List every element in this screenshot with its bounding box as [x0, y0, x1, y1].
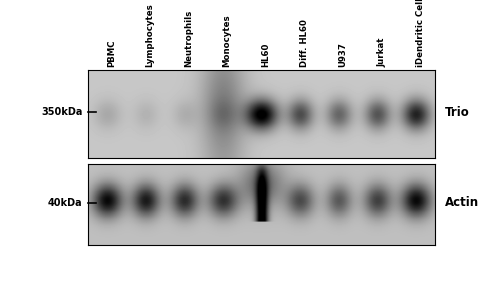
Text: Jurkat: Jurkat: [377, 38, 386, 67]
Text: U937: U937: [338, 42, 347, 67]
Text: Actin: Actin: [445, 197, 479, 209]
Text: Diff. HL60: Diff. HL60: [300, 19, 309, 67]
Text: iDendritic Cells: iDendritic Cells: [416, 0, 424, 67]
Text: HL60: HL60: [261, 43, 270, 67]
Text: 350kDa: 350kDa: [41, 107, 82, 117]
Text: PBMC: PBMC: [107, 40, 116, 67]
Text: Trio: Trio: [445, 106, 470, 119]
Text: 40kDa: 40kDa: [48, 198, 82, 208]
Text: Monocytes: Monocytes: [222, 15, 232, 67]
Text: Lymphocytes: Lymphocytes: [146, 4, 154, 67]
Text: Neutrophils: Neutrophils: [184, 10, 193, 67]
